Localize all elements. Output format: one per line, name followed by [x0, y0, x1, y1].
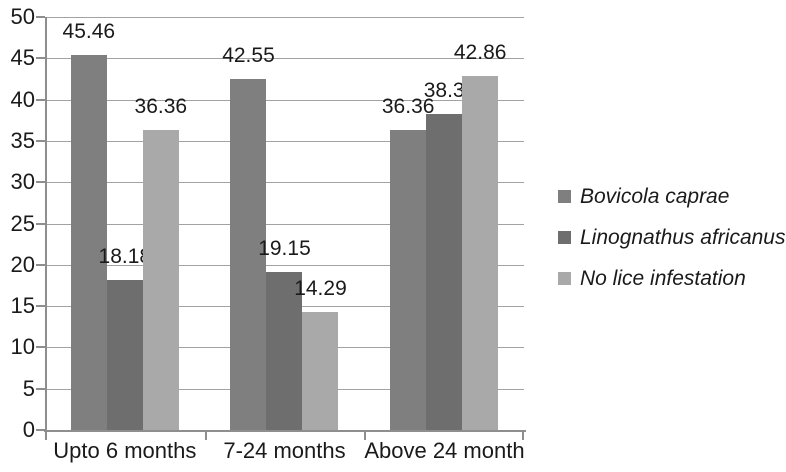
- y-tick-label: 0: [22, 417, 35, 442]
- legend: Bovicola caprae Linognathus africanus No l…: [558, 183, 785, 292]
- bar-group: 45.46 18.18 36.36: [45, 17, 205, 430]
- gridline: [45, 140, 524, 142]
- bar-cell: 42.86: [454, 17, 506, 430]
- bar: [106, 279, 143, 430]
- y-tick-label: 25: [10, 210, 35, 236]
- legend-item: Bovicola caprae: [558, 183, 785, 210]
- bar: [390, 129, 427, 430]
- legend-item: No lice infestation: [558, 265, 785, 292]
- bar: [302, 311, 339, 430]
- y-axis-tick: [36, 222, 45, 225]
- legend-label: Bovicola caprae: [580, 184, 730, 208]
- legend-label: Linognathus africanus: [580, 225, 786, 249]
- y-tick-label: 15: [10, 293, 35, 319]
- y-axis-tick: [36, 139, 45, 142]
- y-axis-line: [45, 17, 47, 430]
- gridline: [45, 223, 524, 225]
- bar-value-label: 42.55: [222, 43, 275, 67]
- y-tick-label: 50: [10, 4, 35, 29]
- bar-cell: 14.29: [294, 17, 347, 430]
- bar: [266, 271, 303, 430]
- x-axis-tick: [45, 431, 47, 440]
- gridline: [45, 17, 524, 18]
- legend-swatch-icon: [558, 272, 571, 285]
- x-axis-tick: [364, 431, 367, 440]
- y-axis-tick: [36, 429, 45, 431]
- x-axis-line: [44, 430, 526, 432]
- bar-value-label: 42.86: [453, 40, 507, 64]
- bar-cell: 36.36: [382, 17, 434, 430]
- y-tick-label: 20: [10, 251, 35, 277]
- x-category-label: Upto 6 months: [53, 438, 197, 463]
- x-axis-tick: [204, 431, 207, 440]
- bar: [70, 54, 107, 430]
- y-axis-tick: [36, 181, 45, 184]
- bar-value-label: 36.36: [134, 94, 188, 118]
- y-axis-tick: [36, 263, 45, 266]
- y-tick-label: 5: [22, 375, 35, 401]
- bar-cell: 36.36: [135, 17, 187, 430]
- bar-value-label: 45.46: [62, 19, 116, 43]
- bar: [426, 113, 463, 430]
- x-category-label: Above 24 month: [364, 438, 525, 463]
- bar-cell: 42.55: [222, 17, 275, 430]
- bar-group: 36.36 38.3 42.86: [364, 17, 524, 430]
- y-axis-tick: [36, 387, 45, 390]
- bar-cell: 18.18: [99, 17, 151, 430]
- y-axis-tick: [36, 98, 45, 101]
- y-tick-label: 30: [10, 169, 35, 195]
- bar-value-label: 14.29: [294, 276, 347, 300]
- legend-item: Linognathus africanus: [558, 224, 785, 251]
- x-axis-tick: [522, 431, 524, 440]
- bar-group: 42.55 19.15 14.29: [205, 17, 365, 430]
- y-tick-label: 35: [10, 127, 35, 153]
- plot-area: 45.46 18.18 36.36 42.55 19.15 14.29 36.36 38.3 4…: [36, 16, 526, 440]
- gridline: [45, 182, 524, 184]
- bar-value-label: 36.36: [381, 94, 435, 118]
- legend-swatch-icon: [558, 190, 571, 203]
- bar-value-label: 38.3: [423, 78, 465, 102]
- legend-swatch-icon: [558, 231, 571, 244]
- gridline: [45, 99, 524, 101]
- bar-value-label: 19.15: [258, 236, 311, 260]
- legend-label: No lice infestation: [580, 266, 746, 290]
- y-axis-tick: [36, 346, 45, 349]
- gridline: [45, 264, 524, 266]
- bar-value-label: 18.18: [98, 244, 152, 268]
- bar-cell: 38.3: [423, 17, 465, 430]
- y-axis-tick: [36, 16, 45, 18]
- y-tick-label: 10: [10, 334, 35, 360]
- bar-cell: 19.15: [258, 17, 311, 430]
- x-category-label: 7-24 months: [223, 438, 346, 463]
- gridline: [45, 58, 524, 60]
- y-tick-label: 45: [10, 45, 35, 71]
- y-tick-label: 40: [10, 86, 35, 112]
- y-axis-tick: [36, 57, 45, 60]
- bar-cell: 45.46: [63, 17, 115, 430]
- bar: [230, 78, 267, 430]
- bar: [462, 75, 499, 430]
- bar: [142, 129, 179, 430]
- y-axis-tick: [36, 305, 45, 308]
